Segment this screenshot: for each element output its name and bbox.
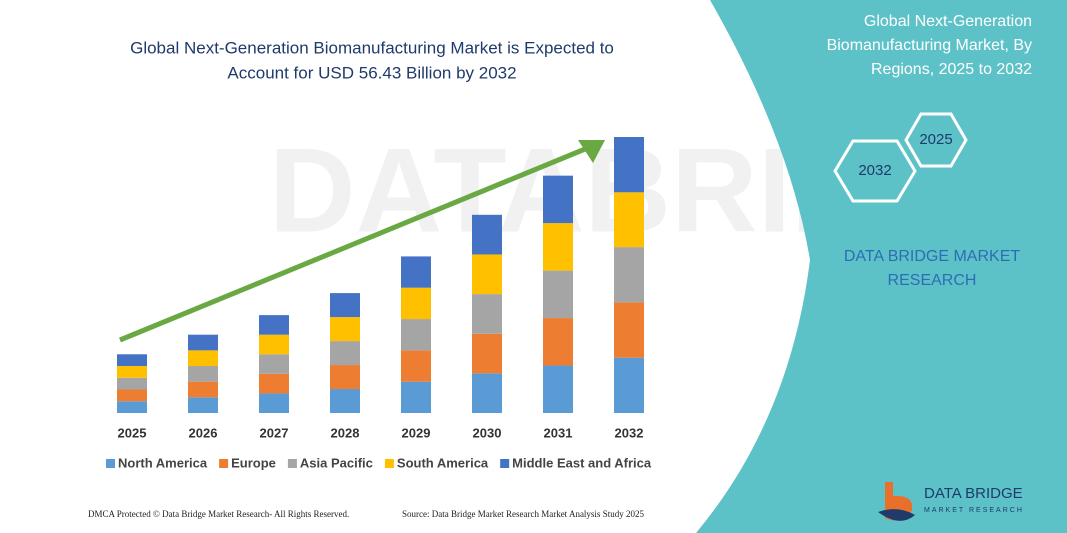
x-tick-label: 2025 bbox=[118, 425, 147, 440]
logo-tagline: MARKET RESEARCH bbox=[924, 507, 1024, 514]
bar-segment bbox=[614, 137, 644, 193]
hexagon bbox=[904, 112, 968, 168]
bar-segment bbox=[259, 315, 289, 335]
legend-label: North America bbox=[118, 455, 208, 470]
x-tick-label: 2028 bbox=[331, 425, 360, 440]
bar-segment bbox=[401, 319, 431, 351]
bar-segment bbox=[188, 366, 218, 382]
legend-swatch bbox=[500, 459, 510, 468]
x-tick-label: 2026 bbox=[189, 425, 218, 440]
bar-segment bbox=[117, 377, 147, 390]
bar-segment bbox=[330, 293, 360, 318]
bar-segment bbox=[330, 317, 360, 342]
chart-title: Global Next-Generation Biomanufacturing … bbox=[130, 38, 614, 57]
plot: 2025 2026 2027 2028 2029 2030 2031 2032 North Am… bbox=[106, 137, 652, 470]
bar-segment bbox=[543, 365, 573, 413]
legend-swatch bbox=[287, 459, 297, 468]
bar-segment bbox=[472, 373, 502, 413]
side-title: Global Next-Generation bbox=[864, 13, 1032, 30]
footer-right: Source: Data Bridge Market Research Mark… bbox=[402, 509, 644, 519]
bar-segment bbox=[614, 247, 644, 303]
bar-segment bbox=[330, 389, 360, 413]
bar-segment bbox=[117, 354, 147, 367]
side-title: Regions, 2025 to 2032 bbox=[871, 61, 1032, 78]
bar-segment bbox=[188, 397, 218, 413]
bar-segment bbox=[614, 357, 644, 413]
x-tick-label: 2031 bbox=[544, 425, 573, 440]
bar-segment bbox=[543, 270, 573, 319]
legend-swatch bbox=[384, 459, 394, 468]
bar-segment bbox=[472, 254, 502, 295]
x-tick-label: 2029 bbox=[402, 425, 431, 440]
bar-segment bbox=[543, 318, 573, 366]
legend-label: South America bbox=[397, 455, 489, 470]
side-panel bbox=[696, 0, 1067, 533]
legend-label: Middle East and Africa bbox=[512, 455, 652, 470]
bar-segment bbox=[117, 389, 147, 402]
side-title: Biomanufacturing Market, By bbox=[827, 37, 1032, 54]
bar-segment bbox=[543, 223, 573, 271]
bar-segment bbox=[401, 381, 431, 413]
bar-segment bbox=[401, 256, 431, 288]
legend-label: Europe bbox=[231, 455, 276, 470]
logo: DATA BRIDGE MARKET RESEARCH bbox=[878, 482, 1024, 521]
bar-segment bbox=[472, 333, 502, 374]
bar-segment bbox=[614, 192, 644, 248]
bar-segment bbox=[543, 175, 573, 224]
x-tick-label: 2027 bbox=[260, 425, 289, 440]
bar-segment bbox=[401, 287, 431, 320]
brand-text: DATA BRIDGE MARKET bbox=[844, 248, 1021, 265]
hexagon bbox=[833, 139, 917, 203]
hexagon-label: 2032 bbox=[858, 162, 891, 179]
bar-segment bbox=[188, 381, 218, 398]
bar-segment bbox=[472, 214, 502, 255]
bar-segment bbox=[472, 294, 502, 334]
bar-segment bbox=[259, 373, 289, 394]
hexagon-label: 2025 bbox=[919, 131, 952, 148]
x-tick-label: 2030 bbox=[473, 425, 502, 440]
trend-arrow bbox=[119, 144, 591, 343]
footer-left: DMCA Protected © Data Bridge Market Rese… bbox=[88, 509, 349, 519]
bar-segment bbox=[117, 366, 147, 378]
legend-swatch bbox=[219, 459, 229, 468]
bar-segment bbox=[330, 365, 360, 390]
legend-label: Asia Pacific bbox=[300, 455, 373, 470]
chart-title: Account for USD 56.43 Billion by 2032 bbox=[227, 63, 516, 82]
logo-icon bbox=[878, 509, 915, 521]
bar-segment bbox=[259, 393, 289, 413]
bar-segment bbox=[259, 334, 289, 355]
bar-segment bbox=[614, 302, 644, 358]
bar-segment bbox=[188, 350, 218, 367]
brand-text: RESEARCH bbox=[888, 272, 977, 289]
bar-segment bbox=[259, 354, 289, 374]
bar-segment bbox=[330, 341, 360, 366]
bar-segment bbox=[117, 401, 147, 413]
logo-name: DATA BRIDGE bbox=[924, 485, 1023, 502]
legend-swatch bbox=[106, 459, 115, 468]
bar-segment bbox=[188, 334, 218, 351]
trend-arrow-head bbox=[578, 140, 605, 163]
x-tick-label: 2032 bbox=[615, 425, 644, 440]
bar-segment bbox=[401, 350, 431, 382]
